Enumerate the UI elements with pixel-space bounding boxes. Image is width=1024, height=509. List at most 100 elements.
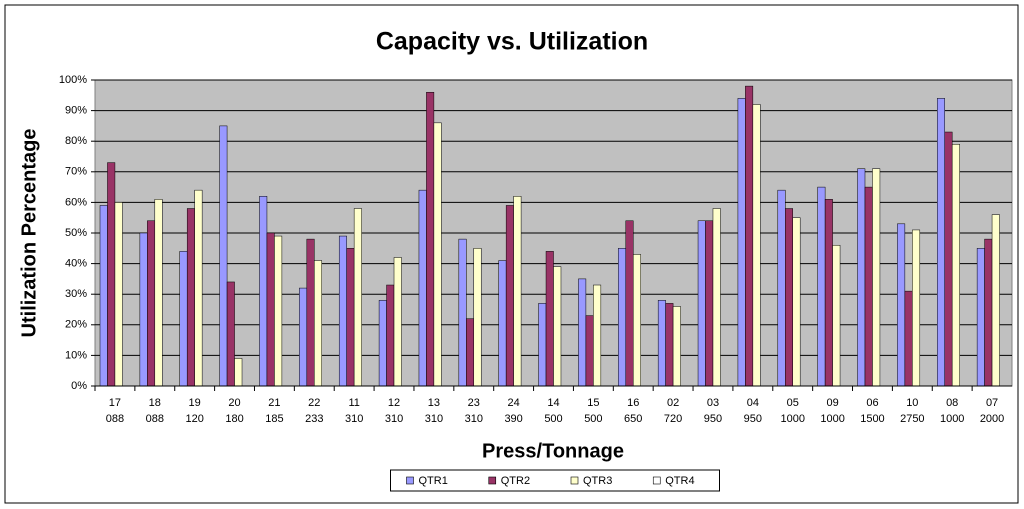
bar bbox=[545, 251, 554, 387]
bar bbox=[274, 235, 283, 387]
bar bbox=[632, 254, 641, 387]
legend-box bbox=[390, 469, 720, 492]
x-tick-label: 233 bbox=[305, 413, 323, 425]
x-tick-label: 2000 bbox=[980, 413, 1004, 425]
x-tick-label: 19 bbox=[189, 397, 201, 409]
x-tick-label: 1500 bbox=[860, 413, 884, 425]
x-tick-label: 1000 bbox=[940, 413, 964, 425]
bar bbox=[139, 232, 148, 387]
bar bbox=[299, 287, 308, 387]
bar bbox=[578, 278, 587, 387]
x-tick-label: 05 bbox=[787, 397, 799, 409]
y-tick-label: 20% bbox=[65, 319, 87, 331]
x-tick-label: 22 bbox=[308, 397, 320, 409]
x-tick-label: 1000 bbox=[780, 413, 804, 425]
bar bbox=[553, 266, 562, 387]
x-tick-label: 12 bbox=[388, 397, 400, 409]
bar bbox=[944, 131, 953, 387]
bar bbox=[817, 186, 826, 387]
x-tick-label: 310 bbox=[385, 413, 403, 425]
bar bbox=[426, 91, 435, 387]
x-tick-label: 650 bbox=[624, 413, 642, 425]
bar bbox=[752, 104, 761, 387]
bar bbox=[418, 189, 427, 387]
x-tick-label: 950 bbox=[744, 413, 762, 425]
x-tick-label: 1000 bbox=[820, 413, 844, 425]
bar bbox=[657, 300, 666, 387]
x-tick-label: 950 bbox=[704, 413, 722, 425]
x-tick-label: 13 bbox=[428, 397, 440, 409]
x-tick-label: 23 bbox=[468, 397, 480, 409]
y-tick-label: 70% bbox=[65, 166, 87, 178]
bar bbox=[872, 168, 881, 387]
bar bbox=[777, 189, 786, 387]
bar bbox=[864, 186, 873, 387]
bar bbox=[194, 189, 203, 387]
y-tick-label: 10% bbox=[65, 349, 87, 361]
bar bbox=[107, 162, 116, 387]
bar bbox=[505, 205, 514, 387]
bar bbox=[912, 229, 921, 387]
x-tick-label: 24 bbox=[508, 397, 520, 409]
bar bbox=[306, 238, 315, 387]
bar bbox=[857, 168, 866, 387]
legend-label: QTR3 bbox=[583, 475, 612, 487]
x-tick-label: 11 bbox=[348, 397, 359, 409]
bar bbox=[346, 248, 355, 387]
bar bbox=[378, 300, 387, 387]
bar bbox=[897, 223, 906, 387]
y-tick-label: 50% bbox=[65, 227, 87, 239]
x-tick-label: 500 bbox=[584, 413, 602, 425]
y-tick-label: 0% bbox=[71, 380, 87, 392]
bar bbox=[266, 232, 275, 387]
x-tick-label: 088 bbox=[106, 413, 124, 425]
x-tick-label: 03 bbox=[707, 397, 719, 409]
bar bbox=[226, 281, 235, 387]
bar bbox=[473, 248, 482, 387]
x-tick-label: 10 bbox=[906, 397, 918, 409]
bar bbox=[792, 217, 801, 387]
bar bbox=[976, 248, 985, 387]
x-tick-label: 180 bbox=[225, 413, 243, 425]
x-tick-label: 09 bbox=[826, 397, 838, 409]
x-tick-label: 500 bbox=[544, 413, 562, 425]
x-tick-label: 21 bbox=[268, 397, 280, 409]
chart-title: Capacity vs. Utilization bbox=[376, 28, 648, 56]
x-tick-label: 185 bbox=[265, 413, 283, 425]
legend-swatch bbox=[488, 476, 497, 485]
x-tick-label: 08 bbox=[946, 397, 958, 409]
x-tick-label: 14 bbox=[547, 397, 559, 409]
bar bbox=[458, 238, 467, 387]
bar bbox=[593, 284, 602, 387]
bar bbox=[824, 199, 833, 387]
x-tick-label: 07 bbox=[986, 397, 998, 409]
bar bbox=[737, 98, 746, 387]
bar bbox=[665, 303, 674, 387]
legend-label: QTR2 bbox=[501, 475, 530, 487]
y-tick-label: 60% bbox=[65, 196, 87, 208]
bar bbox=[393, 257, 402, 387]
x-tick-label: 720 bbox=[664, 413, 682, 425]
x-tick-label: 16 bbox=[627, 397, 639, 409]
x-tick-label: 15 bbox=[587, 397, 599, 409]
bar bbox=[433, 122, 442, 387]
y-tick-label: 80% bbox=[65, 135, 87, 147]
x-tick-label: 17 bbox=[109, 397, 121, 409]
x-tick-label: 310 bbox=[465, 413, 483, 425]
bar bbox=[745, 85, 754, 387]
bar bbox=[984, 238, 993, 387]
bar bbox=[99, 205, 108, 387]
x-tick-label: 120 bbox=[185, 413, 203, 425]
bar bbox=[705, 220, 714, 387]
bar bbox=[697, 220, 706, 387]
x-axis-label: Press/Tonnage bbox=[482, 440, 624, 462]
bar bbox=[625, 220, 634, 387]
bar bbox=[466, 318, 475, 387]
bar bbox=[353, 208, 362, 387]
bar bbox=[186, 208, 195, 387]
bar bbox=[951, 144, 960, 387]
x-tick-label: 20 bbox=[228, 397, 240, 409]
x-tick-label: 390 bbox=[504, 413, 522, 425]
bar bbox=[234, 358, 243, 387]
